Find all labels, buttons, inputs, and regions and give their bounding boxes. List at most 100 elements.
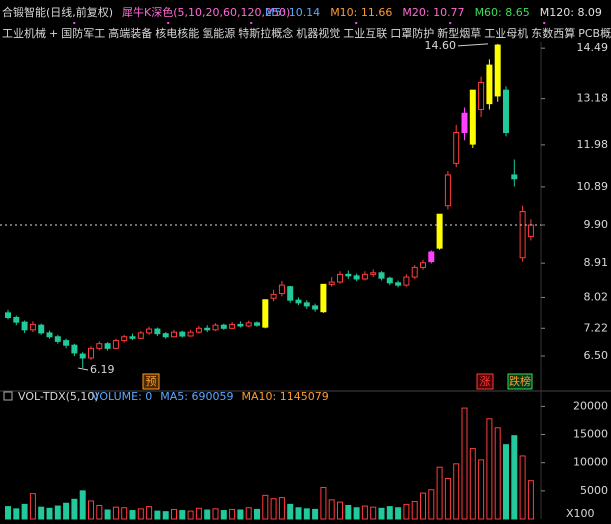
volume-bar (503, 444, 509, 520)
volume-bar (79, 490, 86, 520)
volume-bar (345, 504, 352, 520)
candle-body (403, 276, 410, 286)
volume-bar (229, 508, 236, 520)
volume-bar (320, 486, 327, 520)
concept-tag[interactable]: 高端装备 (108, 26, 152, 40)
concept-tag[interactable]: + (49, 27, 58, 40)
concept-tag[interactable]: 东数西算 (531, 26, 575, 40)
concept-tag[interactable]: 机器视觉 (296, 26, 340, 40)
y-tick-label: 5000 (580, 484, 608, 497)
candle-body (511, 174, 518, 180)
volume-bar (171, 508, 177, 520)
volume-bar (121, 507, 128, 520)
concept-tag[interactable]: 工业母机 (484, 26, 528, 40)
candle-body (428, 251, 435, 263)
annotation: 6.19 (90, 363, 115, 376)
volume-bar (403, 503, 410, 520)
candle-body (112, 340, 119, 349)
y-tick-label: 6.50 (584, 349, 609, 362)
volume-bar (212, 508, 219, 520)
candle-body (137, 332, 144, 339)
concept-tag[interactable]: 特斯拉概念 (238, 26, 293, 40)
volume-bar (378, 507, 385, 520)
volume-bar (511, 435, 518, 520)
marker: 涨 (480, 375, 491, 388)
volume-bar (478, 459, 485, 520)
volume-bar (361, 505, 368, 520)
candle-body (195, 327, 202, 333)
candle-body (38, 324, 45, 334)
volume-bar (370, 506, 377, 520)
y-tick-label: 8.91 (584, 256, 609, 269)
volume-bar (245, 507, 252, 520)
candle-body (395, 282, 402, 286)
volume-bar (436, 466, 443, 520)
candle-body (444, 174, 451, 207)
volume-bar (46, 507, 53, 520)
volume-bar (386, 506, 393, 520)
tag-dot (167, 22, 170, 24)
candle-body (46, 332, 53, 338)
candle-body (486, 64, 493, 105)
candle-body (370, 272, 377, 275)
y-tick-label: 13.18 (577, 92, 609, 105)
candle-body (295, 299, 302, 304)
volume-bar (38, 506, 45, 520)
concept-tag[interactable]: 新型烟草 (437, 26, 481, 40)
marker-box (507, 373, 533, 390)
concept-tag[interactable]: 氢能源 (202, 26, 235, 40)
marker: 预 (146, 375, 157, 388)
candle-body (478, 81, 485, 110)
volume-bar (179, 510, 186, 520)
concept-tag[interactable]: 核电核能 (155, 26, 199, 40)
candle-body (312, 305, 319, 310)
y-tick-label: 7.22 (584, 321, 609, 334)
tag-dot (355, 22, 358, 24)
volume-bar (494, 427, 501, 520)
indicator: M20: 10.77 (402, 6, 464, 19)
y-tick-label: 10.89 (577, 180, 609, 193)
candle-body (13, 316, 20, 323)
volume-bar (303, 508, 310, 520)
candle-body (320, 283, 327, 313)
candle-body (245, 322, 252, 327)
volume-bar (461, 407, 468, 520)
volume-bar (270, 498, 277, 520)
volume-bar (29, 493, 36, 520)
concept-tag[interactable]: 工业互联 (343, 27, 387, 40)
y-tick-label: 14.49 (577, 41, 609, 54)
volume-bar (527, 480, 534, 520)
annotation: 14.60 (425, 39, 457, 52)
candle-body (179, 331, 186, 337)
concept-tag[interactable]: 工业机械 (2, 26, 46, 40)
volume-bar (71, 498, 78, 520)
concept-tag[interactable]: PCB概念 (578, 26, 611, 40)
candle-body (461, 112, 468, 134)
concept-tag[interactable]: 国防军工 (61, 26, 105, 40)
unit-label: X100 (566, 507, 595, 520)
volume-bar (63, 502, 70, 520)
candle-body (154, 328, 161, 335)
candle-body (121, 336, 128, 342)
candle-body (378, 272, 385, 279)
candle-body (63, 340, 70, 346)
candle-body (328, 281, 335, 285)
candle-body (104, 343, 111, 349)
volume-bar (469, 448, 476, 520)
volume-title: VOL-TDX(5,10) (18, 390, 99, 403)
candle-body (469, 89, 476, 145)
candle-body (453, 132, 460, 164)
concept-tag[interactable]: 口罩防护 (390, 26, 434, 40)
volume-bar (88, 500, 94, 520)
marker-box (476, 373, 494, 390)
volume-bar (353, 507, 360, 520)
volume-bar (312, 508, 319, 520)
indicator: M120: 8.09 (540, 6, 602, 19)
indicator: M5: 10.14 (265, 6, 320, 19)
y-tick-label: 9.90 (584, 218, 609, 231)
volume-bar (13, 508, 20, 520)
candle-body (262, 299, 269, 328)
y-tick-label: 8.02 (584, 290, 609, 303)
tag-dot (449, 22, 452, 24)
